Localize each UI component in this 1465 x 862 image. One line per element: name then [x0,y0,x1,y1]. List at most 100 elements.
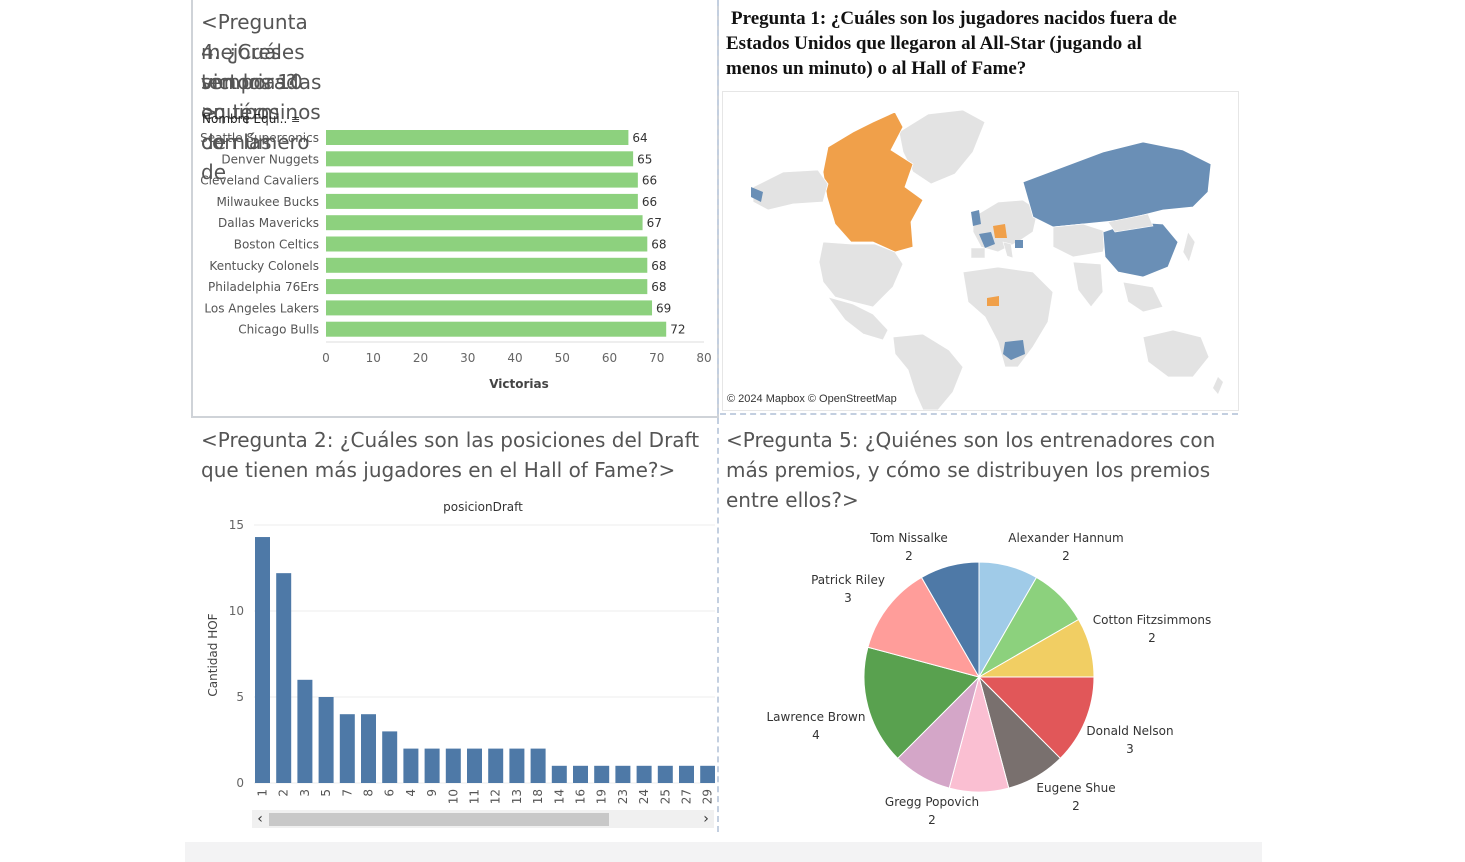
q2-x-tick-label: 29 [701,789,715,804]
q4-category-label: Kentucky Colonels [209,259,319,273]
q5-slice-name-label: Lawrence Brown [767,710,866,724]
q2-title-line-2: que tienen más jugadores en el Hall of F… [201,458,676,482]
q4-bar-chart: Nombre Equi.. ≡ Seattle Supersonics 64 Denve… [200,112,711,391]
q5-slice-name-label: Gregg Popovich [885,795,979,809]
q2-x-tick-label: 16 [574,789,588,804]
q4-x-tick-label: 50 [555,351,570,365]
q2-x-tick-label: 11 [468,789,482,804]
map-mexico [826,296,889,341]
q1-title-line-3: menos un minuto) o al Hall of Fame? [726,58,1027,79]
q5-pie-slice [863,646,980,760]
q2-x-tick-label: 13 [510,789,524,804]
q4-x-tick-label: 20 [413,351,428,365]
q4-title-line-3: victorias?> [201,70,297,124]
q4-category-label: Cleveland Cavaliers [200,174,319,188]
q2-bar [530,748,546,783]
q5-slice-name-label: Patrick Riley [811,573,885,587]
map-west-highlight [751,187,763,202]
q4-category-label: Boston Celtics [234,238,319,252]
map-se-asia [1122,281,1164,313]
map-africa [962,266,1054,368]
q4-x-tick-label: 70 [649,351,664,365]
q4-value-label: 68 [651,280,666,294]
q2-bar [488,748,504,783]
q4-bar [326,236,648,252]
q5-slice-value-label: 2 [1062,549,1070,563]
q5-slice-name-label: Cotton Fitzsimmons [1093,613,1211,627]
scroll-left-arrow-icon[interactable]: ‹ [257,811,263,827]
map-germany [993,224,1007,238]
q4-x-tick-label: 40 [507,351,522,365]
q5-title-line-1: <Pregunta 5: ¿Quiénes son los entrenador… [726,428,1216,452]
q2-x-tick-label: 24 [637,789,651,804]
q4-value-label: 66 [642,195,657,209]
q4-value-label: 72 [670,323,685,337]
scroll-right-arrow-icon[interactable]: › [703,811,709,827]
q4-value-label: 69 [656,301,671,315]
q4-title-line-1: <Pregunta 4: ¿Cuáles son los 10 equipos … [201,10,308,154]
q4-bar [326,279,648,295]
q2-x-tick-label: 25 [658,789,672,804]
q2-x-tick-label: 2 [277,789,291,797]
q2-x-tick-label: 4 [404,789,418,797]
q2-bar [573,765,588,783]
q4-x-tick-label: 10 [366,351,381,365]
q4-sort-icon: ≡ [291,113,300,126]
map-australia [1142,329,1210,378]
map-credit[interactable]: © 2024 Mapbox © OpenStreetMap [727,393,897,405]
q4-x-tick-label: 30 [460,351,475,365]
q4-x-axis-title: Victorias [489,377,549,391]
q2-y-tick-label: 10 [229,604,244,618]
q4-title-line-2: mejores temporadas en términos de número… [201,40,322,184]
q2-x-tick-label: 14 [552,789,566,804]
map-new-zealand [1213,377,1223,394]
q5-slice-value-label: 2 [928,813,936,827]
q4-bar [326,300,653,316]
q5-slice-value-label: 2 [905,549,913,563]
world-map-svg [751,109,1223,410]
map-nigeria [987,296,999,306]
q2-bar [636,765,652,783]
q4-value-label: 67 [647,216,662,230]
q2-x-tick-label: 1 [256,789,270,797]
q5-slice-value-label: 2 [1072,799,1080,813]
q2-x-tick-label: 27 [680,789,694,804]
q2-bar [679,765,694,783]
q2-bar [615,765,631,783]
map-france [979,232,995,248]
q2-x-tick-label: 3 [298,789,312,797]
q5-pie-slice [867,576,981,678]
q5-slice-value-label: 3 [844,591,852,605]
q2-horizontal-scrollbar[interactable]: ‹ › [252,810,714,828]
q1-title-line-1: Pregunta 1: ¿Cuáles son los jugadores na… [731,8,1177,29]
q2-x-tick-label: 6 [383,789,397,797]
q4-value-label: 64 [632,131,647,145]
dashboard-bottom-gutter [185,842,1262,862]
q2-bar [318,697,334,783]
q5-slice-name-label: Donald Nelson [1086,724,1173,738]
q4-x-tick-label: 80 [696,351,711,365]
scroll-thumb[interactable] [269,813,609,826]
q2-x-tick-label: 23 [616,789,630,804]
q2-bar [382,731,398,783]
map-japan [1182,231,1196,263]
q4-bar [326,193,638,209]
world-map[interactable] [722,91,1239,411]
q4-bar [326,215,643,231]
q4-category-label: Milwaukee Bucks [216,195,319,209]
q2-bar [700,765,715,783]
q4-category-label: Philadelphia 76Ers [208,280,319,294]
q4-bar [326,321,667,337]
map-south-america [892,333,964,410]
q5-pie-chart: Tom Nissalke 2 Alexander Hannum 2 Patrick Ri… [767,531,1212,827]
q2-x-tick-label: 9 [425,789,439,797]
q2-y-tick-label: 15 [229,518,244,532]
q4-bar [326,257,648,273]
q5-slice-value-label: 2 [1148,631,1156,645]
q5-slice-name-label: Tom Nissalke [869,531,948,545]
q2-x-tick-label: 8 [362,789,376,797]
q2-bar [403,748,419,783]
q4-field-header: Nombre Equi.. [202,112,287,126]
q2-x-tick-label: 12 [489,789,503,804]
map-serbia [1015,240,1023,248]
